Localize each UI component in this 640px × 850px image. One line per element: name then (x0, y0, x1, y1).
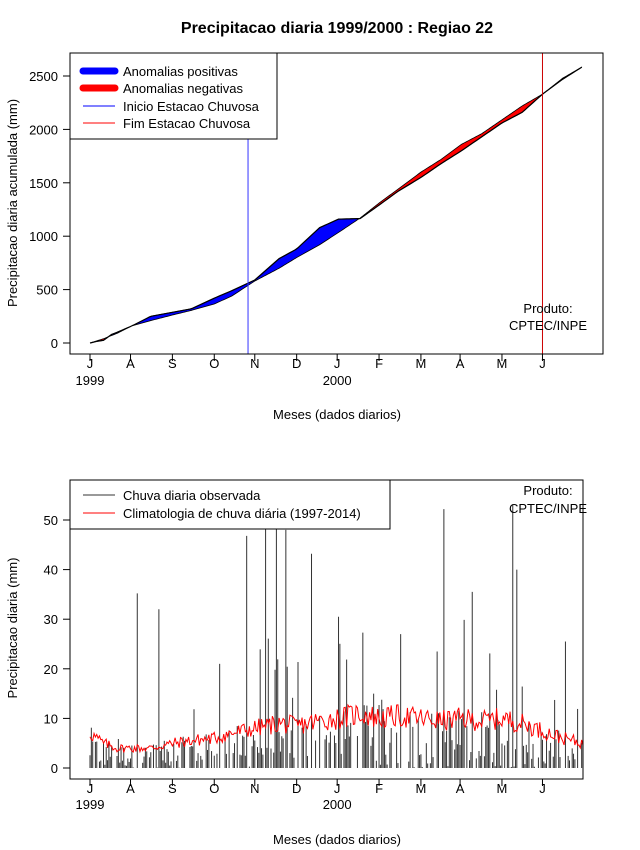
y-tick-label: 40 (44, 563, 58, 578)
year-label: 2000 (323, 373, 352, 388)
y-tick-label: 50 (44, 513, 58, 528)
daily-bars (89, 495, 584, 768)
month-label: J (539, 781, 546, 796)
month-label: D (292, 781, 301, 796)
x-axis-top: J A S O N D J F M A M J 1999 2000 (76, 353, 546, 388)
anomaly-positive (132, 218, 360, 327)
legend-label-negative: Anomalias negativas (123, 81, 243, 96)
legend-top: Anomalias positivas Anomalias negativas … (69, 52, 278, 140)
year-label: 2000 (323, 797, 352, 812)
legend-label-positive: Anomalias positivas (123, 64, 238, 79)
month-label: J (334, 356, 341, 371)
y-tick-label: 1500 (29, 176, 58, 191)
y-tick-label: 20 (44, 662, 58, 677)
legend-label-climatology: Climatologia de chuva diária (1997-2014) (123, 506, 361, 521)
month-label: S (168, 781, 177, 796)
month-label: N (250, 781, 259, 796)
month-label: D (292, 356, 301, 371)
month-label: O (209, 781, 219, 796)
month-label: J (87, 356, 94, 371)
annotation-product-top: Produto: (523, 301, 572, 316)
y-tick-label: 2500 (29, 69, 58, 84)
climatology-line (89, 703, 584, 754)
x-axis-label-top: Meses (dados diarios) (273, 407, 401, 422)
y-tick-label: 0 (51, 761, 58, 776)
y-axis-label-bottom: Precipitacao diaria (mm) (5, 558, 20, 699)
month-label: O (209, 356, 219, 371)
y-tick-label: 0 (51, 336, 58, 351)
month-label: S (168, 356, 177, 371)
y-axis-label-top: Precipitacao diaria acumulada (mm) (5, 99, 20, 307)
month-label: A (126, 356, 135, 371)
month-label: A (126, 781, 135, 796)
anomaly-negative (359, 94, 542, 220)
annotation-cptec-top: CPTEC/INPE (509, 318, 587, 333)
y-tick-label: 10 (44, 711, 58, 726)
y-axis-bottom: 0 10 20 30 40 50 (44, 513, 70, 776)
month-label: M (415, 356, 426, 371)
annotation-product-bottom: Produto: (523, 483, 572, 498)
month-label: M (497, 356, 508, 371)
month-label: A (456, 356, 465, 371)
y-axis-top: 0 500 1000 1500 2000 2500 (29, 69, 70, 351)
year-label: 1999 (76, 797, 105, 812)
legend-label-observed: Chuva diaria observada (123, 488, 261, 503)
month-label: A (456, 781, 465, 796)
legend-label-onset: Inicio Estacao Chuvosa (123, 99, 260, 114)
season-lines (247, 53, 543, 354)
month-label: F (375, 781, 383, 796)
legend-bottom: Chuva diaria observada Climatologia de c… (69, 479, 391, 530)
annotation-cptec-bottom: CPTEC/INPE (509, 501, 587, 516)
y-tick-label: 1000 (29, 229, 58, 244)
x-axis-label-bottom: Meses (dados diarios) (273, 832, 401, 847)
y-tick-label: 2000 (29, 122, 58, 137)
month-label: J (87, 781, 94, 796)
month-label: M (415, 781, 426, 796)
observed-cumulative-line (89, 66, 582, 344)
month-label: M (497, 781, 508, 796)
month-label: F (375, 356, 383, 371)
y-tick-label: 500 (36, 283, 58, 298)
month-label: N (250, 356, 259, 371)
year-label: 1999 (76, 373, 105, 388)
y-tick-label: 30 (44, 612, 58, 627)
month-label: J (539, 356, 546, 371)
legend-label-end: Fim Estacao Chuvosa (123, 116, 251, 131)
chart-title: Precipitacao diaria 1999/2000 : Regiao 2… (181, 20, 493, 37)
month-label: J (334, 781, 341, 796)
cumulative-area (89, 66, 583, 344)
